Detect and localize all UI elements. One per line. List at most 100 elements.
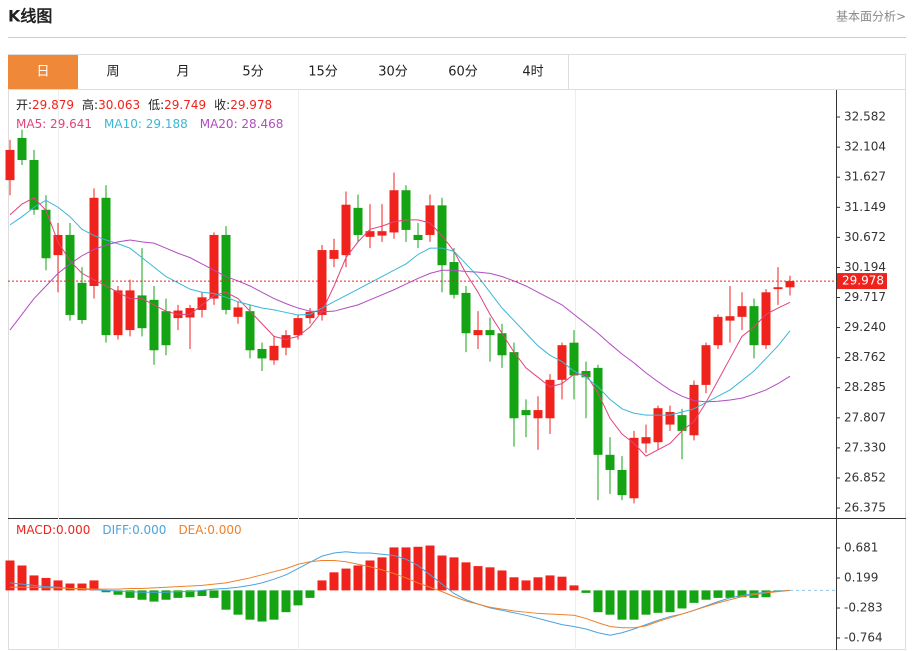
macd-bar <box>161 590 171 600</box>
y-tick-label: 26.852 <box>844 470 886 484</box>
macd-bar <box>233 590 243 615</box>
macd-bar <box>341 568 351 591</box>
y-tick-label: 26.375 <box>844 501 886 515</box>
readout-label: 低: <box>148 98 164 112</box>
macd-bar <box>245 590 255 620</box>
candle-body <box>557 345 567 380</box>
y-tick-label: 29.717 <box>844 290 886 304</box>
macd-bar <box>581 590 591 593</box>
macd-bar <box>413 546 423 591</box>
macd-bar <box>257 590 267 622</box>
tab-label[interactable]: 月 <box>176 65 189 80</box>
macd-bar <box>353 565 363 591</box>
y-tick-label: 30.194 <box>844 260 886 274</box>
macd-bar <box>461 562 471 591</box>
last-price-box <box>837 273 887 290</box>
candle-body <box>329 250 339 259</box>
macd-readout: MACD:0.000 DIFF:0.000 DEA:0.000 <box>16 523 242 537</box>
tab[interactable] <box>218 55 288 89</box>
candle-body <box>5 149 15 181</box>
tab[interactable] <box>288 55 358 89</box>
macd-bar <box>281 590 291 613</box>
macd-bar <box>497 570 507 591</box>
readout-label: 高: <box>82 97 98 112</box>
macd-bar <box>293 590 303 606</box>
macd-bar <box>665 590 675 613</box>
candle-body <box>689 384 699 436</box>
candle-body <box>149 299 159 351</box>
candle-body <box>509 352 519 419</box>
tab[interactable] <box>428 55 498 89</box>
macd-bar <box>557 576 567 591</box>
macd-bar <box>737 590 747 598</box>
legend-item: DIFF:0.000 <box>102 523 166 537</box>
tab[interactable] <box>358 55 428 89</box>
y-tick-label: 32.582 <box>844 110 886 124</box>
candle-body <box>137 295 147 329</box>
candle-body <box>65 234 75 315</box>
readout-label: 开: <box>16 98 32 112</box>
candle-body <box>113 290 123 336</box>
macd-bar <box>317 580 327 591</box>
legend-item: MA20: 28.468 <box>200 117 284 131</box>
candle-body <box>389 190 399 233</box>
candle-body <box>749 306 759 346</box>
tab-label[interactable]: 5分 <box>242 65 263 80</box>
macd-bar <box>629 590 639 620</box>
chart-frame <box>8 54 906 650</box>
macd-bar <box>125 590 135 598</box>
y-tick-label: -0.764 <box>844 630 883 644</box>
macd-bar <box>761 590 771 598</box>
ohlc-readout: 开:29.879 高:30.063 低:29.749 收:29.978 <box>16 97 272 112</box>
y-tick-label: 30.672 <box>844 230 886 244</box>
candle-body <box>17 137 27 160</box>
legend-item: MA10: 29.188 <box>104 117 188 131</box>
tab-label[interactable]: 日 <box>36 65 49 80</box>
candle-body <box>293 318 303 336</box>
macd-bar <box>653 590 663 613</box>
candle-body <box>29 159 39 210</box>
candle-body <box>665 411 675 425</box>
macd-bar <box>269 590 279 620</box>
macd-bar <box>101 590 111 593</box>
candle-body <box>197 297 207 310</box>
candle-body <box>773 287 783 290</box>
y-tick-label: 31.627 <box>844 170 886 184</box>
readout-value: 30.063 <box>98 98 140 112</box>
tab-label[interactable]: 30分 <box>378 65 408 80</box>
legend-item: MACD:0.000 <box>16 523 90 537</box>
y-tick-label: 32.104 <box>844 140 886 154</box>
macd-line <box>10 559 791 629</box>
tab[interactable] <box>498 55 568 89</box>
tab[interactable] <box>148 55 218 89</box>
candle-body <box>569 342 579 376</box>
analysis-link[interactable]: 基本面分析> <box>836 10 906 24</box>
candle-body <box>233 307 243 317</box>
macd-bar <box>29 575 39 591</box>
macd-bar <box>713 590 723 598</box>
macd-bar <box>89 580 99 591</box>
macd-bar <box>449 557 459 591</box>
candle-body <box>353 207 363 235</box>
tab-label[interactable]: 周 <box>106 65 119 80</box>
readout-label: 收: <box>214 98 230 112</box>
candle-body <box>737 306 747 317</box>
tab-label[interactable]: 60分 <box>448 65 478 80</box>
y-tick-label: 0.199 <box>844 570 878 584</box>
tab-label[interactable]: 15分 <box>308 65 338 80</box>
macd-bar <box>485 567 495 591</box>
macd-bar <box>617 590 627 620</box>
candle-body <box>161 311 171 346</box>
macd-bar <box>545 575 555 591</box>
candle-body <box>521 410 531 416</box>
tab[interactable] <box>8 55 78 89</box>
candle-body <box>653 408 663 443</box>
tab-label[interactable]: 4时 <box>522 65 543 80</box>
tab[interactable] <box>78 55 148 89</box>
macd-bar <box>5 560 15 591</box>
macd-bar <box>569 585 579 591</box>
candle-body <box>221 234 231 310</box>
y-tick-label: 28.762 <box>844 350 886 364</box>
candle-body <box>53 234 63 256</box>
